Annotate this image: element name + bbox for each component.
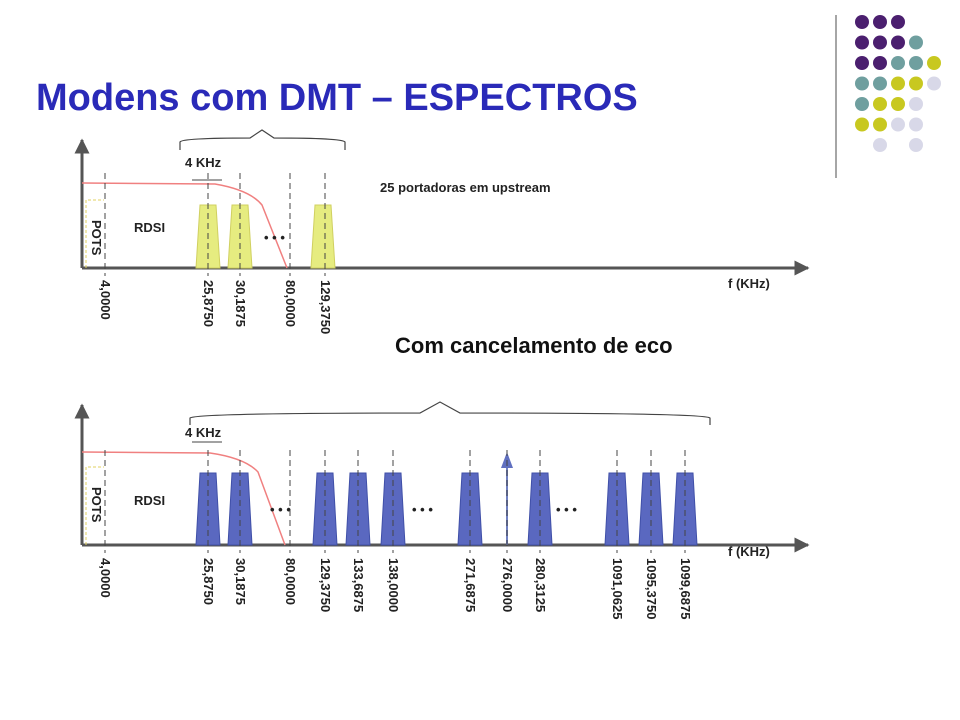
dot	[873, 35, 887, 50]
tick-label: 1095,3750	[644, 558, 659, 619]
pots-band	[85, 466, 104, 545]
tick-label: 129,3750	[318, 558, 333, 612]
dot	[909, 35, 923, 50]
dot	[855, 97, 869, 111]
caption: Com cancelamento de eco	[395, 333, 673, 358]
carrier	[604, 472, 630, 546]
dot	[873, 15, 887, 29]
axis-label: f (KHz)	[728, 544, 770, 559]
pots-band	[85, 199, 104, 268]
dot	[855, 56, 869, 70]
dot	[873, 117, 887, 132]
dot	[927, 76, 941, 91]
dot	[873, 97, 887, 111]
tick-label: 138,0000	[386, 558, 401, 612]
tick-label: 1099,6875	[678, 558, 693, 619]
carrier	[195, 472, 221, 546]
dot	[891, 117, 905, 132]
rdsi-label: RDSI	[134, 220, 165, 235]
upstream-diagram: 4 KHz 25 portadoras em upstream RDSI POT…	[74, 129, 810, 334]
decoration	[855, 15, 941, 152]
title: Modens com DMT – ESPECTROS	[36, 77, 638, 119]
dot	[909, 117, 923, 132]
echo-cancel-diagram: 4 KHz RDSI POTS • • • • • • • • • f (KHz…	[74, 401, 810, 619]
carriers: 4,0000 25,8750 30,1875 80,0000 129,3750 133,6…	[98, 450, 698, 619]
dot	[855, 15, 869, 29]
dot	[873, 56, 887, 70]
dot	[891, 97, 905, 111]
carrier	[380, 472, 406, 546]
brace	[179, 129, 346, 150]
dot	[909, 138, 923, 152]
dot	[927, 56, 941, 70]
band-label: 4 KHz	[185, 425, 222, 440]
dot	[873, 138, 887, 152]
dot	[891, 56, 905, 70]
tick-label: 25,8750	[201, 280, 216, 327]
tick-label: 280,3125	[533, 558, 548, 612]
ellipsis: • • •	[556, 502, 577, 517]
tick-label: 80,0000	[283, 558, 298, 605]
dot	[891, 76, 905, 91]
tick-label: 276,0000	[500, 558, 515, 612]
ellipsis: • • •	[264, 230, 285, 245]
dot	[891, 35, 905, 50]
tick-label: 271,6875	[463, 558, 478, 612]
dot	[855, 76, 869, 91]
carrier	[227, 472, 253, 546]
tick-label: 80,0000	[283, 280, 298, 327]
carrier	[312, 472, 338, 546]
axis-label: f (KHz)	[728, 276, 770, 291]
tick-label: 129,3750	[318, 280, 333, 334]
ellipsis: • • •	[270, 502, 291, 517]
tick-label: 133,6875	[351, 558, 366, 612]
ellipsis: • • •	[412, 502, 433, 517]
carrier	[345, 472, 371, 546]
carrier	[527, 472, 553, 546]
pots-label: POTS	[89, 487, 104, 523]
carrier	[457, 472, 483, 546]
carrier	[672, 472, 698, 546]
brace	[189, 401, 711, 425]
carrier	[638, 472, 664, 546]
dot	[873, 76, 887, 91]
band-label: 4 KHz	[185, 155, 222, 170]
tick-label: 25,8750	[201, 558, 216, 605]
carriers: 4,0000 25,8750 30,1875 80,0000 129,3750	[98, 173, 336, 334]
dot	[909, 76, 923, 91]
carrier	[310, 204, 336, 269]
pots-label: POTS	[89, 220, 104, 256]
dot	[909, 56, 923, 70]
note: 25 portadoras em upstream	[380, 180, 551, 195]
tick-label: 4,0000	[98, 280, 113, 320]
tick-label: 30,1875	[233, 280, 248, 327]
tick-label: 1091,0625	[610, 558, 625, 619]
tick-label: 4,0000	[98, 558, 113, 598]
filter-curve	[81, 451, 286, 546]
dot	[855, 35, 869, 50]
filter-curve	[81, 182, 288, 269]
dot	[855, 117, 869, 132]
tick-label: 30,1875	[233, 558, 248, 605]
dot	[909, 97, 923, 111]
dot	[891, 15, 905, 29]
rdsi-label: RDSI	[134, 493, 165, 508]
